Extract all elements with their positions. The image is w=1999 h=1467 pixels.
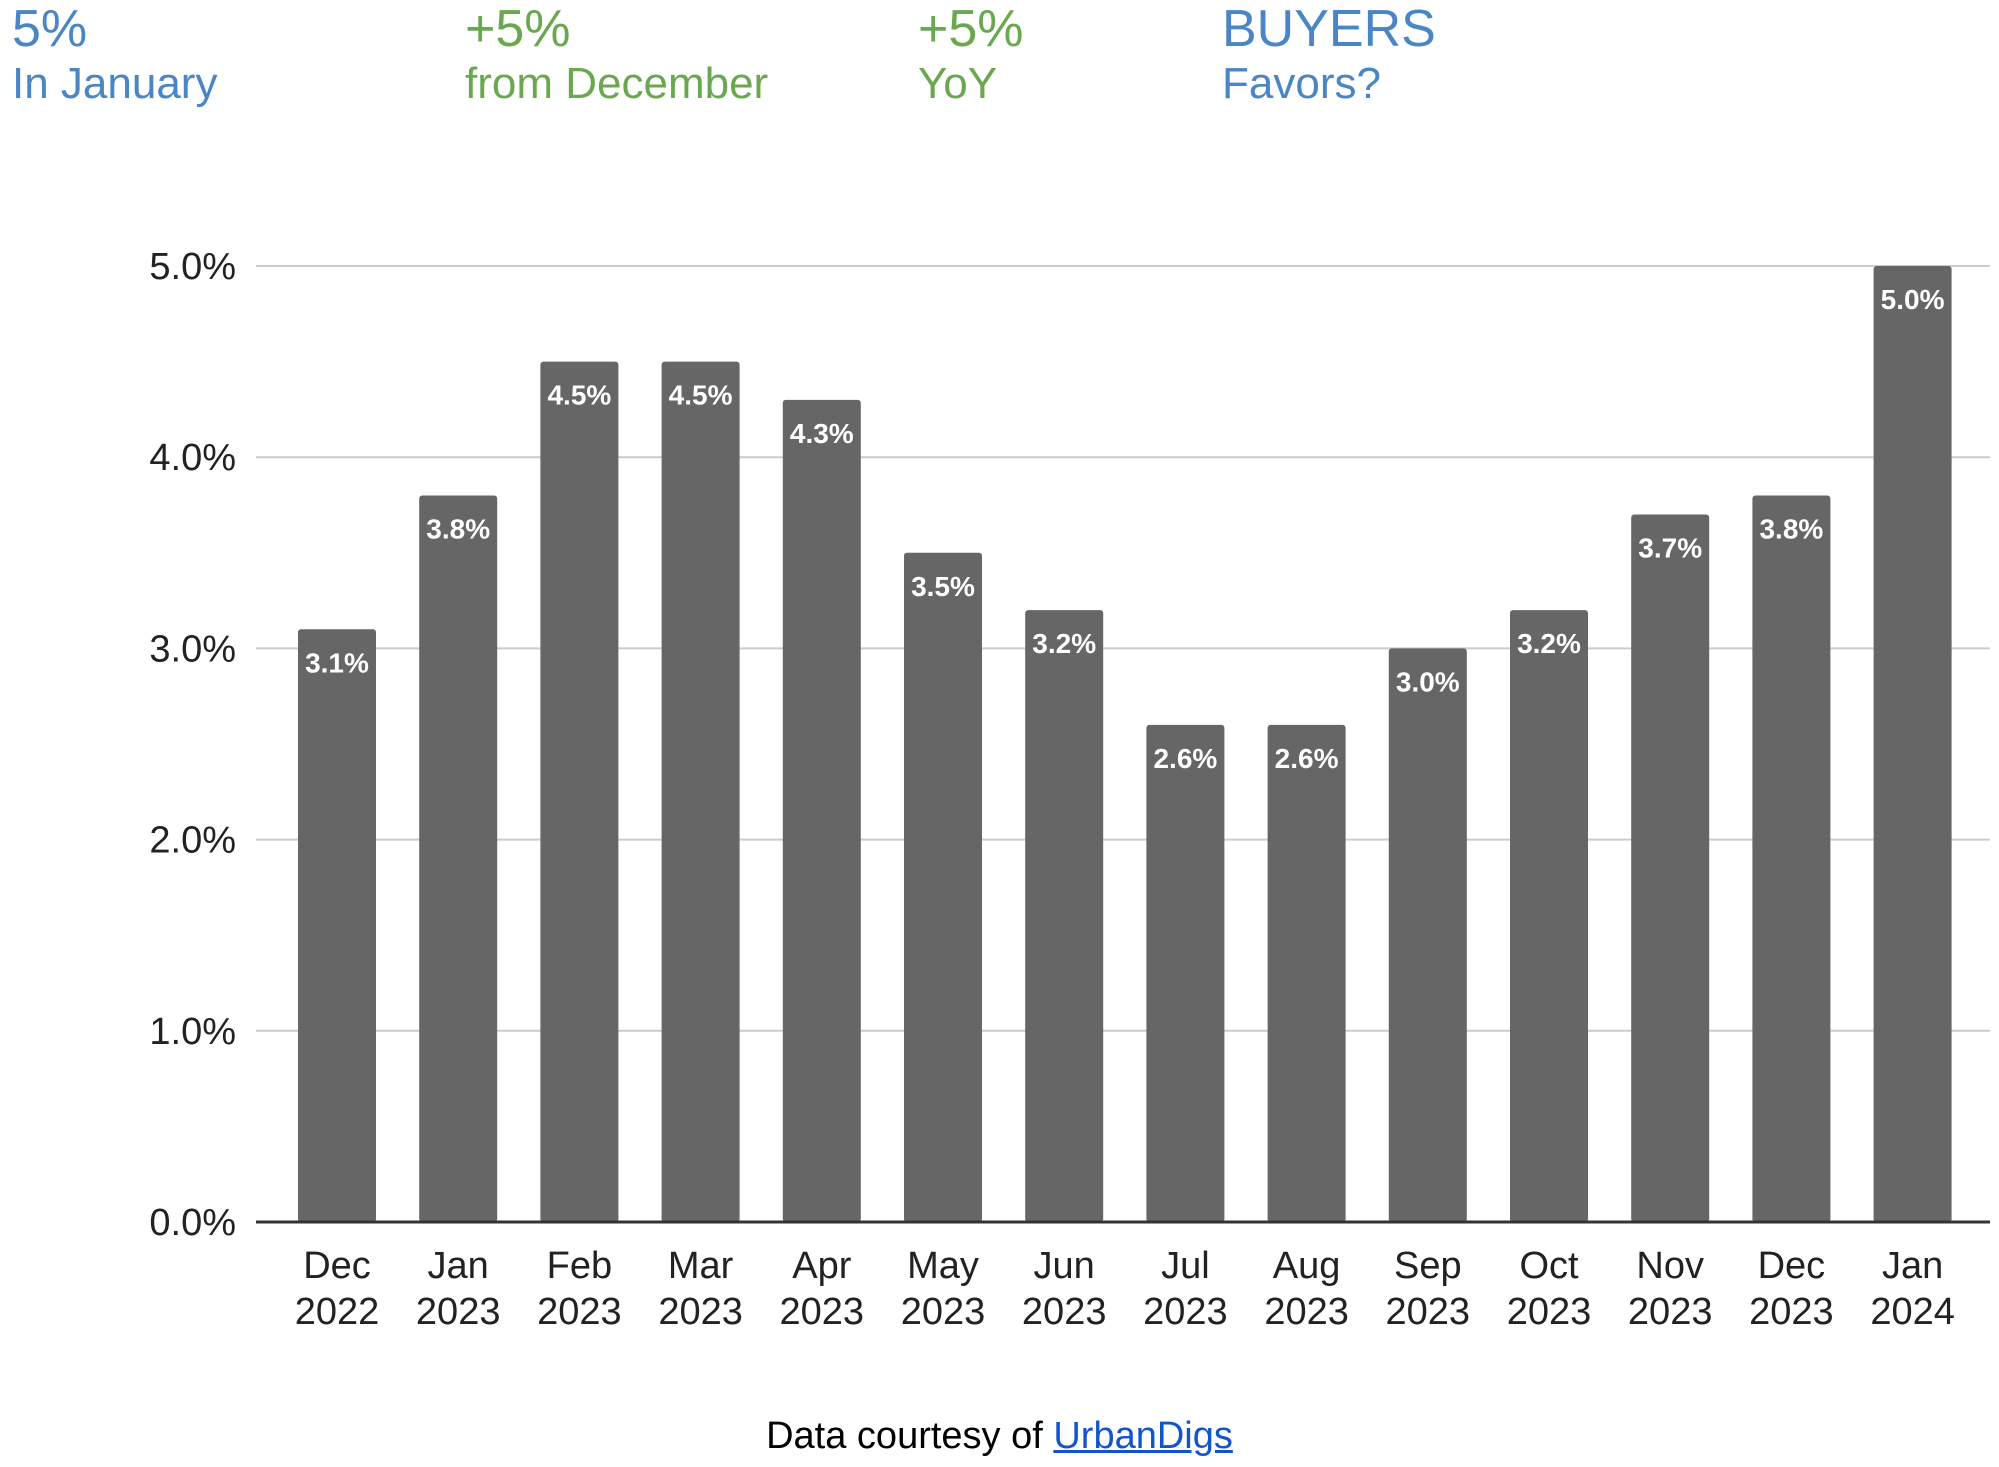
stat-yoy-value: +5% (918, 0, 1024, 58)
y-tick-label: 5.0% (149, 246, 236, 288)
stat-from-december: +5% from December (465, 0, 768, 110)
stat-yoy: +5% YoY (918, 0, 1024, 110)
data-label: 4.5% (669, 380, 733, 411)
x-tick-label-year: 2022 (295, 1291, 380, 1333)
bar (1025, 610, 1104, 1222)
x-tick-label-month: Aug (1273, 1245, 1341, 1287)
stat-buyers-caption: Favors? (1222, 59, 1381, 108)
data-label: 2.6% (1153, 743, 1217, 774)
bar (1267, 724, 1346, 1222)
bar (1146, 724, 1225, 1222)
bar (904, 552, 982, 1222)
stat-january: 5% In January (12, 0, 217, 110)
x-tick-label-year: 2024 (1870, 1291, 1955, 1333)
bar (1873, 266, 1952, 1222)
bar (419, 495, 498, 1222)
stat-from-december-caption: from December (465, 59, 769, 108)
x-tick-label-year: 2023 (1507, 1291, 1592, 1333)
data-label: 4.5% (547, 380, 611, 411)
y-tick-label: 2.0% (149, 820, 236, 862)
bar (1510, 610, 1588, 1222)
x-tick-label-month: Mar (668, 1245, 734, 1287)
x-tick-label-month: Feb (547, 1245, 612, 1287)
data-label: 3.5% (911, 571, 975, 602)
urbandigs-link[interactable]: UrbanDigs (1053, 1415, 1233, 1457)
x-tick-label-month: Oct (1519, 1245, 1579, 1287)
x-tick-label-year: 2023 (1386, 1291, 1471, 1333)
x-axis-tick-labels: Dec2022Jan2023Feb2023Mar2023Apr2023May20… (295, 1245, 1955, 1333)
bar (782, 399, 861, 1223)
y-tick-label: 0.0% (149, 1202, 236, 1244)
x-tick-label-year: 2023 (780, 1291, 865, 1333)
data-label: 5.0% (1881, 284, 1945, 315)
data-label: 3.2% (1517, 628, 1581, 659)
x-tick-label-year: 2023 (416, 1291, 501, 1333)
data-label: 2.6% (1275, 743, 1339, 774)
x-tick-label-month: Sep (1394, 1245, 1462, 1287)
x-tick-label-year: 2023 (1022, 1291, 1107, 1333)
x-tick-label-year: 2023 (1264, 1291, 1349, 1333)
stat-buyers-value: BUYERS (1222, 0, 1436, 58)
stat-january-value: 5% (12, 0, 88, 58)
bar (298, 629, 376, 1222)
bar (1388, 648, 1467, 1222)
x-tick-label-month: Dec (303, 1245, 371, 1287)
data-source-prefix: Data courtesy of (766, 1415, 1043, 1457)
x-tick-label-month: Jan (1882, 1245, 1943, 1287)
grid-lines (256, 265, 1990, 1032)
data-label: 3.0% (1396, 666, 1460, 697)
stat-yoy-caption: YoY (918, 59, 998, 108)
bars (298, 266, 1952, 1223)
data-labels: 3.1% 3.8% 4.5% 4.5% 4.3% 3.5% 3.2% 2.6% 2.6% 3.0%… (305, 284, 1945, 774)
data-source-note: Data courtesy of UrbanDigs (0, 1415, 1999, 1458)
x-tick-label-year: 2023 (1749, 1291, 1834, 1333)
x-tick-label-month: Jun (1034, 1245, 1095, 1287)
x-tick-label-month: Jul (1161, 1245, 1210, 1287)
data-label: 3.2% (1032, 628, 1096, 659)
y-tick-label: 4.0% (149, 437, 236, 479)
x-tick-label-year: 2023 (658, 1291, 743, 1333)
stat-buyers: BUYERS Favors? (1222, 0, 1436, 110)
stat-january-caption: In January (12, 59, 218, 108)
data-label: 3.1% (305, 647, 369, 678)
x-tick-label-year: 2023 (537, 1291, 622, 1333)
bar (661, 361, 740, 1223)
x-tick-label-month: Dec (1758, 1245, 1826, 1287)
x-tick-label-month: Apr (792, 1245, 851, 1287)
bar (1752, 495, 1831, 1222)
bar (540, 361, 619, 1223)
x-tick-label-month: May (907, 1245, 979, 1287)
bar (1631, 514, 1710, 1222)
y-tick-label: 1.0% (149, 1011, 236, 1053)
x-tick-label-year: 2023 (1143, 1291, 1228, 1333)
bar-chart: 0.0% 1.0% 2.0% 3.0% 4.0% 5.0% 3.1% 3.8% 4.5% 4.5… (149, 246, 1990, 1333)
x-tick-label-month: Nov (1636, 1245, 1704, 1287)
y-tick-label: 3.0% (149, 628, 236, 670)
data-label: 3.7% (1638, 533, 1702, 564)
x-tick-label-month: Jan (428, 1245, 489, 1287)
x-tick-label-year: 2023 (1628, 1291, 1713, 1333)
stat-from-december-value: +5% (465, 0, 571, 58)
data-label: 3.8% (426, 513, 490, 544)
x-tick-label-year: 2023 (901, 1291, 986, 1333)
y-axis-tick-labels: 0.0% 1.0% 2.0% 3.0% 4.0% 5.0% (149, 246, 236, 1244)
data-label: 4.3% (790, 418, 854, 449)
data-label: 3.8% (1759, 513, 1823, 544)
